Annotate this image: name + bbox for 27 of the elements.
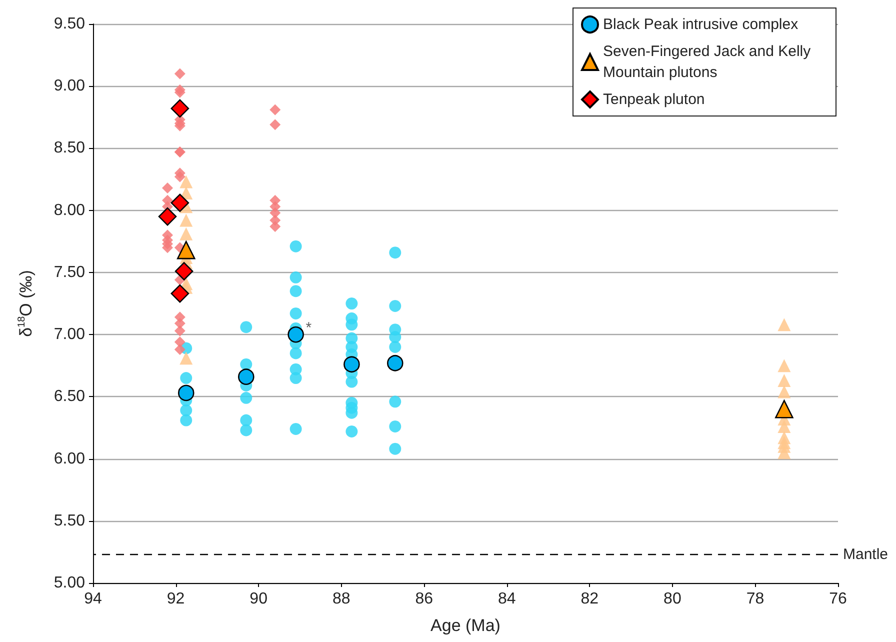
y-tick-label: 6.50 xyxy=(54,388,86,406)
y-tick-label: 5.00 xyxy=(54,574,86,592)
legend-label: Black Peak intrusive complex xyxy=(603,16,799,33)
y-tick-label: 9.50 xyxy=(54,16,86,32)
y-tick-label: 8.00 xyxy=(54,202,86,219)
x-tick-label: 80 xyxy=(664,590,682,608)
x-axis-title: Age (Ma) xyxy=(430,616,500,635)
y-tick-label: 7.50 xyxy=(54,264,86,281)
x-tick-label: 78 xyxy=(746,590,764,608)
x-tick-label: 92 xyxy=(166,590,185,608)
x-tick-label: 88 xyxy=(332,590,350,608)
x-tick-label: 82 xyxy=(580,590,599,608)
legend-label: Tenpeak pluton xyxy=(603,91,705,108)
y-tick-label: 9.00 xyxy=(54,78,86,95)
x-tick-label: 76 xyxy=(829,590,847,608)
ref-line-label: Mantle xyxy=(843,546,888,563)
x-tick-label: 84 xyxy=(498,590,516,608)
y-axis-title: δ18O (‰) xyxy=(16,270,36,337)
y-tick-label: 7.00 xyxy=(54,326,86,344)
y-tick-label: 6.00 xyxy=(54,450,86,468)
annotation: * xyxy=(306,320,312,337)
legend-label: Seven-Fingered Jack and Kelly Mountain plutons xyxy=(603,43,815,81)
x-tick-label: 90 xyxy=(250,590,268,608)
y-tick-label: 8.50 xyxy=(54,140,86,157)
y-tick-label: 5.50 xyxy=(54,512,86,530)
x-tick-label: 86 xyxy=(415,590,434,608)
x-tick-label: 94 xyxy=(84,590,102,608)
